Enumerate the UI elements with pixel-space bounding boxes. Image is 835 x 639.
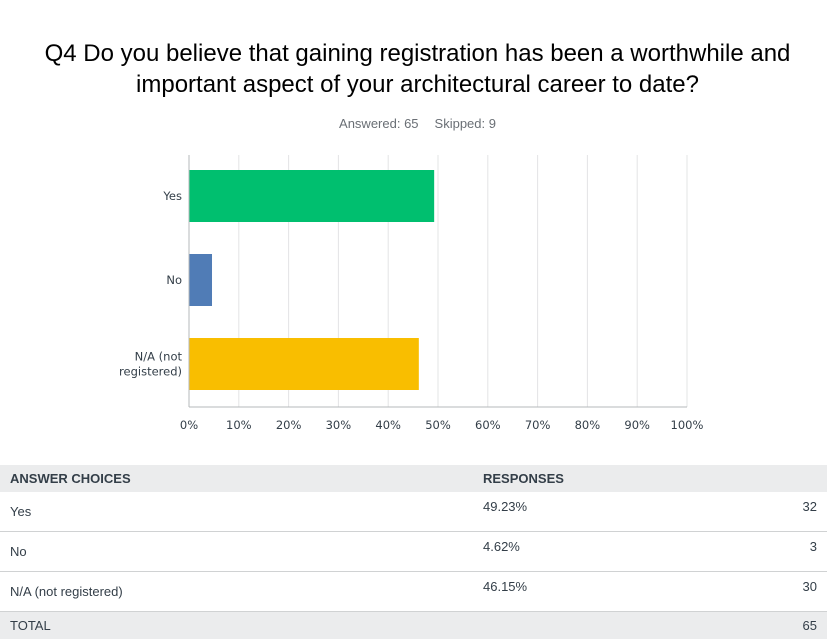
- category-label: No: [166, 273, 182, 287]
- answer-choice-cell: Yes: [0, 492, 473, 532]
- x-tick-label: 90%: [624, 418, 650, 432]
- header-responses: RESPONSES: [473, 465, 827, 492]
- category-label: N/A (not: [135, 350, 183, 364]
- category-label: registered): [119, 365, 182, 379]
- response-count-cell: 3: [703, 532, 827, 572]
- x-tick-label: 20%: [276, 418, 302, 432]
- question-title: Q4 Do you believe that gaining registrat…: [44, 40, 791, 98]
- total-row: TOTAL 65: [0, 612, 827, 639]
- header-answer-choices: ANSWER CHOICES: [0, 465, 473, 492]
- x-tick-label: 0%: [180, 418, 198, 432]
- x-tick-label: 50%: [425, 418, 451, 432]
- response-count-cell: 30: [703, 572, 827, 612]
- table-row: N/A (not registered) 46.15% 30: [0, 572, 827, 612]
- response-stats: Answered: 65 Skipped: 9: [0, 116, 835, 131]
- response-percent-cell: 4.62%: [473, 532, 704, 572]
- bar: [189, 170, 435, 222]
- response-percent-cell: 49.23%: [473, 492, 704, 532]
- answer-choice-cell: No: [0, 532, 473, 572]
- table-row: Yes 49.23% 32: [0, 492, 827, 532]
- answered-count: Answered: 65: [339, 116, 419, 131]
- chart-bars: [189, 170, 435, 390]
- x-tick-label: 10%: [226, 418, 252, 432]
- category-label: Yes: [162, 189, 182, 203]
- response-count-cell: 32: [703, 492, 827, 532]
- x-tick-label: 30%: [326, 418, 352, 432]
- responses-table: ANSWER CHOICES RESPONSES Yes 49.23% 32 N…: [0, 465, 827, 639]
- x-tick-label: 60%: [475, 418, 501, 432]
- total-count: 65: [703, 612, 827, 639]
- x-tick-label: 80%: [575, 418, 601, 432]
- bar: [189, 338, 419, 390]
- x-tick-label: 40%: [375, 418, 401, 432]
- table-row: No 4.62% 3: [0, 532, 827, 572]
- answer-choice-cell: N/A (not registered): [0, 572, 473, 612]
- x-tick-label: 70%: [525, 418, 551, 432]
- response-percent-cell: 46.15%: [473, 572, 704, 612]
- skipped-count: Skipped: 9: [434, 116, 496, 131]
- total-label: TOTAL: [0, 612, 473, 639]
- x-tick-labels: 0% 10% 20% 30% 40% 50% 60% 70% 80% 90% 100%: [180, 418, 704, 432]
- x-tick-label: 100%: [671, 418, 704, 432]
- bar: [189, 254, 213, 306]
